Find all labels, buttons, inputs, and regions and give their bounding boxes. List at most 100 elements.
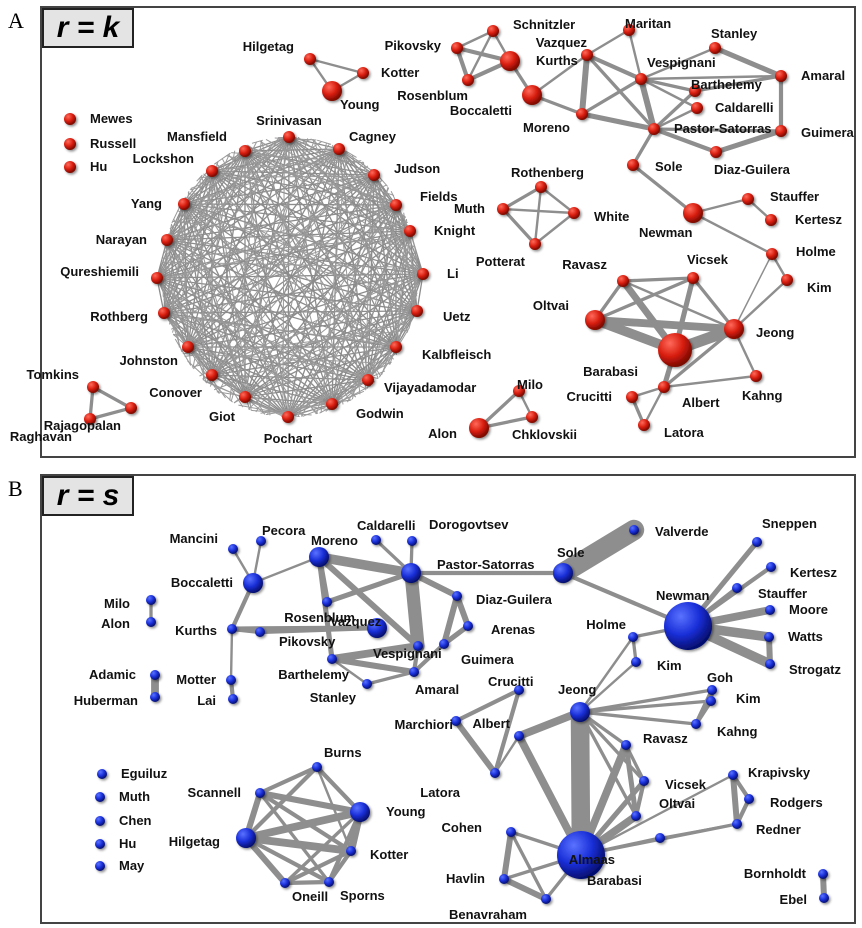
node-adamic: [150, 670, 160, 680]
edge-boccaletti-moreno: [251, 555, 321, 585]
node-krapivsky: [728, 770, 738, 780]
node-kotter: [357, 67, 369, 79]
clique-edge: [211, 374, 246, 398]
node-godwin: [326, 398, 338, 410]
clique-edge: [196, 174, 203, 182]
node-white: [568, 207, 580, 219]
clique-edge: [163, 235, 413, 260]
label-milo: Milo: [104, 596, 130, 611]
node-havlin: [499, 874, 509, 884]
edge-vespignani-moreno: [580, 77, 643, 116]
edge-moreno-vespignani: [316, 554, 421, 649]
edge-pastorsatorras-vazquez: [324, 570, 414, 605]
node-cohen: [506, 827, 516, 837]
node-vicsek: [687, 272, 699, 284]
label-mansfield: Mansfield: [167, 129, 227, 144]
panel-b-frame: [40, 474, 856, 924]
edge-kim2-jeong: [578, 660, 638, 714]
node-jeong: [724, 319, 744, 339]
label-vicsek: Vicsek: [665, 777, 707, 792]
node-newman: [683, 203, 703, 223]
clique-edge: [172, 161, 219, 333]
edge-maritan-vespignani: [627, 28, 643, 81]
edge-jeong-kim: [578, 699, 713, 714]
node-pecora: [256, 536, 266, 546]
node-chen: [95, 816, 105, 826]
node-redner: [732, 819, 742, 829]
node-crucitti: [626, 391, 638, 403]
node-moore: [765, 605, 775, 615]
node-holme: [766, 248, 778, 260]
label-dorogovtsev: Dorogovtsev: [429, 517, 509, 532]
node-sneppen: [752, 537, 762, 547]
node-kim: [631, 657, 641, 667]
clique-edge: [230, 138, 309, 402]
label-ravasz: Ravasz: [562, 257, 607, 272]
clique-edge: [165, 309, 333, 410]
label-burns: Burns: [324, 745, 362, 760]
node-hu: [95, 839, 105, 849]
label-kahng: Kahng: [717, 724, 758, 739]
edge-jeong-vicsek: [578, 710, 646, 783]
clique-edge: [162, 288, 367, 390]
label-kotter: Kotter: [370, 847, 408, 862]
edge-vespignani-caldarelli: [639, 77, 699, 110]
label-pochart: Pochart: [264, 431, 313, 446]
clique-edge: [233, 255, 417, 404]
label-cagney: Cagney: [349, 129, 397, 144]
clique-edge: [187, 360, 233, 403]
edge-jeong-kahng: [578, 710, 698, 726]
label-barthelemy: Barthelemy: [691, 77, 763, 92]
node-scannell: [255, 788, 265, 798]
node-guimera: [775, 125, 787, 137]
edge-young-oneill: [283, 810, 362, 885]
label-rodgers: Rodgers: [770, 795, 823, 810]
clique-edge: [367, 230, 411, 381]
clique-edge: [294, 137, 344, 405]
clique-edge: [173, 333, 379, 379]
node-young: [322, 81, 342, 101]
clique-edge: [297, 187, 390, 417]
node-sole: [627, 159, 639, 171]
edge-boccaletti-vazquez: [530, 53, 589, 97]
label-kotter: Kotter: [381, 65, 419, 80]
node-moreno: [309, 547, 329, 567]
label-sneppen: Sneppen: [762, 516, 817, 531]
edge-rajagopalan-raghavan: [88, 406, 133, 421]
node-kim: [706, 696, 716, 706]
edge-vespignani-pastorsatorras: [638, 76, 657, 132]
label-oltvai: Oltvai: [533, 298, 569, 313]
label-vespignani: Vespignani: [373, 646, 442, 661]
label-pastor-satorras: Pastor-Satorras: [437, 557, 535, 572]
clique-edge: [300, 226, 411, 417]
clique-edge: [200, 175, 294, 418]
edge-barthelemy-pastorsatorras: [652, 89, 697, 131]
clique-edge: [297, 136, 407, 218]
clique-edge: [166, 238, 265, 415]
label-jeong: Jeong: [558, 682, 596, 697]
clique-edge: [244, 150, 418, 312]
node-alon: [146, 617, 156, 627]
node-latora: [490, 768, 500, 778]
label-rothberg: Rothberg: [90, 309, 148, 324]
edge-scannell-sporns: [258, 791, 331, 884]
node-mansfield: [239, 145, 251, 157]
clique-edge: [166, 239, 418, 312]
edge-amaral-stanley: [365, 670, 416, 686]
node-kurths: [227, 624, 237, 634]
label-arenas: Arenas: [491, 622, 535, 637]
clique-edge: [259, 140, 413, 238]
node-guimera: [439, 639, 449, 649]
node-latora: [638, 419, 650, 431]
edge-vicsek-oltvai: [593, 276, 695, 322]
clique-edge: [251, 409, 312, 416]
clique-edge: [170, 224, 317, 415]
clique-edge: [156, 277, 418, 312]
node-schnitzler: [487, 25, 499, 37]
label-godwin: Godwin: [356, 406, 404, 421]
label-goh: Goh: [707, 670, 733, 685]
node-rajagopalan: [125, 402, 137, 414]
label-qureshiemili: Qureshiemili: [60, 264, 139, 279]
label-kurths: Kurths: [536, 53, 578, 68]
clique-edge: [161, 184, 387, 285]
